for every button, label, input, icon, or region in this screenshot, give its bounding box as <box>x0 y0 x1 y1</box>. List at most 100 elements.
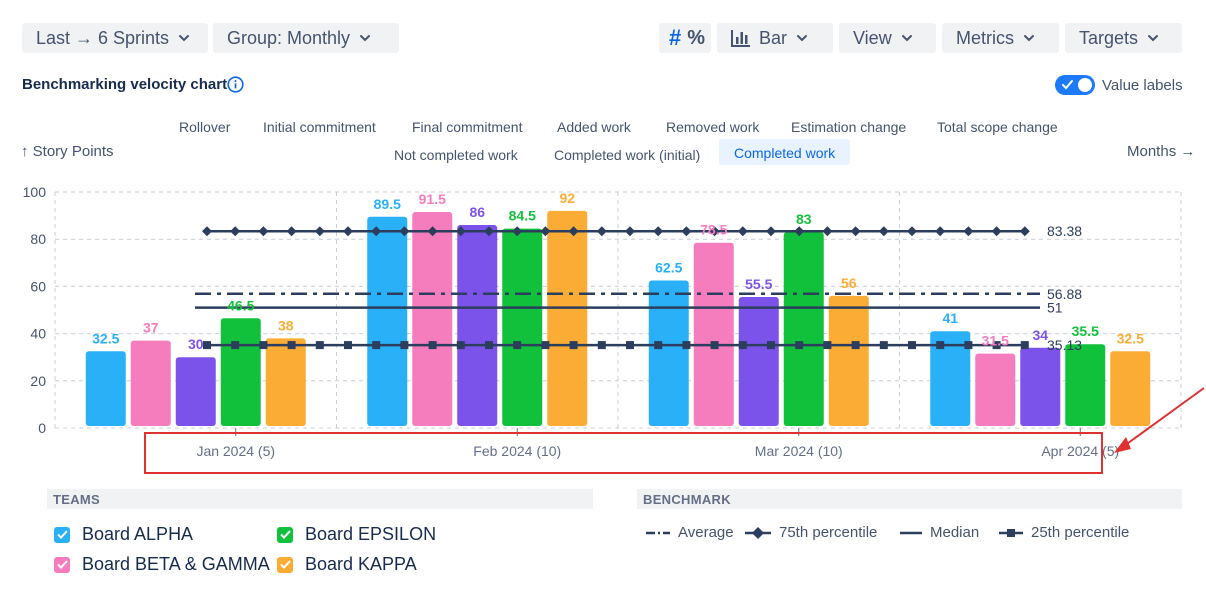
annotation-arrow <box>1123 387 1205 447</box>
diamond-marker <box>596 226 607 237</box>
benchmark-value-label: 51 <box>1047 300 1063 316</box>
diamond-marker <box>822 226 833 237</box>
checkbox-checked-icon <box>277 526 293 543</box>
checkbox-checked-icon <box>54 526 70 543</box>
bar-value-label: 37 <box>143 320 159 336</box>
chart-type-label: Bar <box>759 27 788 48</box>
view-label: View <box>853 27 892 48</box>
metric-initial-commitment[interactable]: Initial commitment <box>263 119 376 135</box>
diamond-marker <box>399 226 410 237</box>
dashdot-line-icon <box>646 531 670 534</box>
square-marker <box>513 341 522 350</box>
legend-label: 75th percentile <box>779 524 878 541</box>
y-tick-label: 80 <box>30 231 46 247</box>
metric-removed-work[interactable]: Removed work <box>666 119 760 135</box>
metric-completed-work[interactable]: Completed work <box>719 139 851 165</box>
team-toggle-beta-gamma[interactable]: Board BETA & GAMMA <box>54 554 270 575</box>
targets-dropdown[interactable]: Targets <box>1065 23 1182 53</box>
team-toggle-epsilon[interactable]: Board EPSILON <box>277 524 436 545</box>
metric-rollover[interactable]: Rollover <box>179 119 231 135</box>
metrics-dropdown[interactable]: Metrics <box>942 23 1059 53</box>
square-marker <box>315 341 324 350</box>
bar-value-label: 38 <box>278 317 294 333</box>
percent-icon: % <box>687 26 706 49</box>
diamond-marker <box>371 226 382 237</box>
benchmark-value-label: 35.13 <box>1047 337 1082 353</box>
info-icon[interactable] <box>227 76 244 93</box>
square-marker <box>767 341 775 350</box>
chart-title: Benchmarking velocity chart <box>22 76 228 93</box>
metric-estimation-change[interactable]: Estimation change <box>791 119 907 135</box>
metric-final-commitment[interactable]: Final commitment <box>412 119 523 135</box>
legend-75th-percentile: 75th percentile <box>745 524 877 541</box>
y-tick-label: 60 <box>30 278 46 294</box>
range-dropdown[interactable]: Last → 6 Sprints <box>22 23 208 53</box>
toggle-knob <box>1078 78 1092 92</box>
diamond-marker <box>653 226 664 237</box>
diamond-marker <box>991 226 1002 237</box>
diamond-marker <box>427 226 438 237</box>
x-tick-label: Mar 2024 (10) <box>755 443 843 459</box>
bar <box>930 331 971 426</box>
benchmark-value-label: 83.38 <box>1047 223 1082 239</box>
square-marker <box>964 341 973 350</box>
bar <box>502 228 543 426</box>
team-label: Board KAPPA <box>305 554 417 574</box>
metrics-label: Metrics <box>956 27 1014 48</box>
square-marker <box>428 341 437 350</box>
chevron-down-icon <box>797 35 808 42</box>
diamond-marker <box>850 226 861 237</box>
diamond-marker <box>1019 226 1030 237</box>
square-marker <box>823 341 832 350</box>
team-toggle-kappa[interactable]: Board KAPPA <box>277 554 417 575</box>
diamond-marker <box>512 226 523 237</box>
bar-value-label: 56 <box>841 275 857 291</box>
bar-value-label: 62.5 <box>655 260 682 276</box>
legend-label: 25th percentile <box>1031 524 1130 541</box>
view-dropdown[interactable]: View <box>839 23 936 53</box>
bar <box>783 232 824 426</box>
bar-chart-icon <box>731 30 750 47</box>
metric-completed-work-initial[interactable]: Completed work (initial) <box>554 147 701 163</box>
value-labels: 32.5 37 30 46.5 38 89.5 91.5 86 84.5 92 62.5 78.5 55… <box>92 190 1144 352</box>
square-marker <box>992 341 1001 350</box>
legend-label: Average <box>678 524 734 541</box>
value-labels-toggle[interactable] <box>1055 75 1095 95</box>
check-icon <box>1062 80 1073 90</box>
diamond-marker <box>794 226 805 237</box>
metric-added-work[interactable]: Added work <box>557 119 631 135</box>
value-labels-label: Value labels <box>1102 77 1183 94</box>
benchmark-legend-title: BENCHMARK <box>637 489 1182 509</box>
team-toggle-alpha[interactable]: Board ALPHA <box>54 524 193 545</box>
square-marker <box>400 341 409 350</box>
diamond-marker <box>766 226 776 237</box>
bar-value-label: 30 <box>188 336 204 352</box>
square-marker <box>626 341 634 350</box>
y-tick-label: 0 <box>38 420 46 436</box>
bar-value-label: 34 <box>1032 327 1048 343</box>
metric-not-completed-work[interactable]: Not completed work <box>394 147 518 163</box>
bar <box>85 351 126 426</box>
bar-value-label: 31.5 <box>982 333 1009 349</box>
metric-total-scope-change[interactable]: Total scope change <box>937 119 1058 135</box>
chart-type-dropdown[interactable]: Bar <box>717 23 833 53</box>
square-marker <box>795 341 804 350</box>
bar <box>412 212 453 426</box>
team-label: Board EPSILON <box>305 524 437 544</box>
bar <box>738 297 779 426</box>
legend-25th-percentile: 25th percentile <box>999 524 1129 541</box>
square-marker <box>908 341 916 350</box>
checkbox-checked-icon <box>54 556 70 573</box>
bar-value-label: 78.5 <box>700 222 727 238</box>
square-marker <box>682 341 691 350</box>
square-line-icon <box>999 528 1023 537</box>
diamond-marker <box>681 226 692 237</box>
bar <box>457 225 498 426</box>
bar <box>1110 351 1151 426</box>
bar-value-label: 92 <box>559 190 575 206</box>
square-marker <box>203 341 211 350</box>
number-percent-toggle[interactable]: # % <box>659 23 711 53</box>
group-dropdown[interactable]: Group: Monthly <box>213 23 399 53</box>
bar-value-label: 32.5 <box>1117 330 1144 346</box>
